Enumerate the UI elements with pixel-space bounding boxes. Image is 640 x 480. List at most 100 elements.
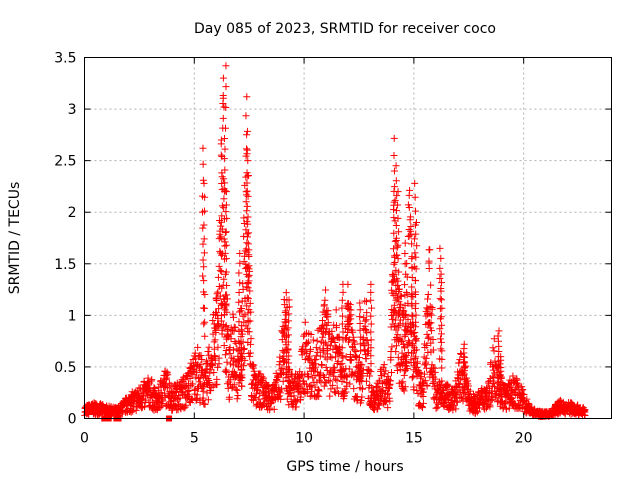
- data-point: [456, 356, 464, 364]
- data-point: [200, 179, 208, 187]
- data-point: [129, 407, 137, 415]
- data-point: [392, 342, 400, 350]
- data-point: [236, 249, 244, 257]
- data-point: [402, 270, 410, 278]
- data-point: [215, 322, 223, 330]
- data-point: [243, 202, 251, 210]
- data-point: [518, 386, 526, 394]
- y-tick-label: 1.5: [54, 257, 76, 273]
- data-point: [392, 177, 400, 185]
- data-point: [259, 399, 267, 407]
- data-point: [438, 296, 446, 304]
- data-point: [301, 330, 309, 338]
- data-point: [490, 335, 498, 343]
- data-point: [270, 405, 278, 413]
- data-point: [456, 381, 464, 389]
- data-point: [217, 136, 225, 144]
- data-point: [399, 306, 407, 314]
- data-point: [192, 395, 200, 403]
- data-point: [251, 394, 259, 402]
- data-point: [199, 272, 207, 280]
- data-point: [372, 383, 380, 391]
- data-point: [209, 317, 217, 325]
- data-point: [520, 391, 528, 399]
- data-point: [347, 356, 355, 364]
- data-point: [197, 361, 205, 369]
- data-point: [490, 347, 498, 355]
- data-point: [201, 318, 209, 326]
- data-point: [326, 392, 334, 400]
- data-point: [168, 396, 176, 404]
- data-point: [238, 304, 246, 312]
- data-point: [297, 396, 305, 404]
- data-point: [181, 376, 189, 384]
- data-point: [223, 358, 231, 366]
- data-point: [401, 291, 409, 299]
- data-point: [291, 378, 299, 386]
- data-point: [496, 360, 504, 368]
- data-point: [357, 397, 365, 405]
- data-point: [199, 224, 207, 232]
- data-point: [382, 398, 390, 406]
- data-point: [214, 363, 222, 371]
- data-point: [320, 373, 328, 381]
- data-point: [424, 291, 432, 299]
- data-point: [245, 262, 253, 270]
- data-point: [243, 187, 251, 195]
- data-point: [384, 389, 392, 397]
- data-point: [230, 381, 238, 389]
- data-point: [220, 275, 228, 283]
- data-point: [416, 374, 424, 382]
- data-point: [335, 348, 343, 356]
- data-point: [396, 365, 404, 373]
- data-point: [309, 336, 317, 344]
- data-point: [204, 396, 212, 404]
- data-point: [218, 251, 226, 259]
- data-point: [237, 366, 245, 374]
- data-point: [486, 401, 494, 409]
- data-point: [436, 325, 444, 333]
- data-point: [409, 312, 417, 320]
- data-point: [199, 160, 207, 168]
- x-tick-label: 10: [295, 431, 313, 447]
- data-point: [221, 367, 229, 375]
- data-point: [212, 328, 220, 336]
- data-point: [438, 355, 446, 363]
- data-point: [444, 381, 452, 389]
- data-point: [394, 241, 402, 249]
- data-point: [409, 373, 417, 381]
- data-point: [148, 376, 156, 384]
- data-point: [347, 306, 355, 314]
- grid-lines: [84, 57, 612, 419]
- data-point: [405, 225, 413, 233]
- data-point: [399, 378, 407, 386]
- data-point: [489, 366, 497, 374]
- data-point: [436, 315, 444, 323]
- data-point: [336, 361, 344, 369]
- data-point: [260, 374, 268, 382]
- data-point: [342, 388, 350, 396]
- data-point: [408, 283, 416, 291]
- data-point: [367, 288, 375, 296]
- data-point: [217, 233, 225, 241]
- data-point: [425, 333, 433, 341]
- data-point: [388, 343, 396, 351]
- data-point: [200, 249, 208, 257]
- data-point: [243, 263, 251, 271]
- chart-title: Day 085 of 2023, SRMTID for receiver coc…: [194, 21, 496, 37]
- data-point: [338, 296, 346, 304]
- data-point: [222, 188, 230, 196]
- data-point: [440, 402, 448, 410]
- data-point: [460, 384, 468, 392]
- data-point: [393, 243, 401, 251]
- data-point: [200, 320, 208, 328]
- data-point: [401, 250, 409, 258]
- data-point: [390, 151, 398, 159]
- data-point: [243, 283, 251, 291]
- data-point: [332, 306, 340, 314]
- data-point: [310, 365, 318, 373]
- data-point: [218, 301, 226, 309]
- data-point: [313, 337, 321, 345]
- data-point: [424, 295, 432, 303]
- data-point: [218, 225, 226, 233]
